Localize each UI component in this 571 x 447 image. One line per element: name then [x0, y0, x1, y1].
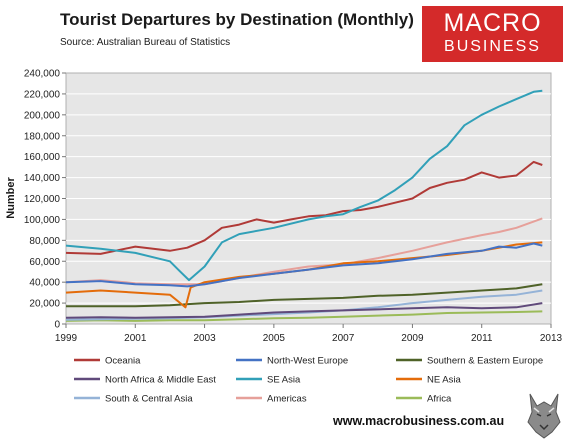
x-tick-label: 2007: [332, 333, 355, 344]
legend-label: Africa: [427, 394, 452, 405]
y-tick-label: 80,000: [29, 236, 60, 247]
wolf-logo-icon: [527, 393, 561, 439]
legend-label: Oceania: [105, 356, 141, 367]
legend-label: North Africa & Middle East: [105, 375, 216, 386]
y-tick-label: 140,000: [24, 173, 61, 184]
y-axis-label: Number: [5, 177, 17, 219]
legend-label: NE Asia: [427, 375, 462, 386]
legend-label: South & Central Asia: [105, 394, 193, 405]
y-tick-label: 220,000: [24, 89, 61, 100]
gridlines: [66, 93, 551, 304]
x-tick-label: 2011: [471, 333, 493, 344]
y-tick-label: 180,000: [24, 131, 61, 142]
series-line-southern-eastern-europe: [66, 283, 543, 308]
x-tick-label: 2003: [193, 333, 216, 344]
y-tick-label: 0: [54, 320, 60, 331]
series-line-north-west-europe: [65, 242, 543, 288]
chart-title: Tourist Departures by Destination (Month…: [60, 10, 414, 29]
x-tick-label: 1999: [55, 333, 78, 344]
y-tick-label: 240,000: [24, 69, 61, 80]
series-line-oceania: [65, 160, 543, 255]
macrobusiness-logo: MACRO BUSINESS: [422, 6, 563, 62]
series-lines: [65, 89, 543, 322]
y-tick-label: 40,000: [29, 278, 60, 289]
x-tick-label: 2013: [540, 333, 563, 344]
legend-label: North-West Europe: [267, 356, 348, 367]
x-tick-label: 2001: [124, 333, 147, 344]
y-tick-label: 200,000: [24, 110, 61, 121]
series-line-south-central-asia: [65, 289, 543, 321]
y-tick-label: 100,000: [24, 215, 61, 226]
y-axis-ticks: 0 20,000 40,000 60,000 80,000 100,000 120,000 1…: [24, 69, 66, 331]
x-tick-label: 2009: [401, 333, 424, 344]
legend-label: Americas: [267, 394, 307, 405]
series-line-africa: [65, 310, 543, 322]
legend-label: SE Asia: [267, 375, 301, 386]
footer-url: www.macrobusiness.com.au: [333, 414, 505, 428]
chart-subtitle: Source: Australian Bureau of Statistics: [60, 37, 231, 48]
legend-label: Southern & Eastern Europe: [427, 356, 543, 367]
y-tick-label: 160,000: [24, 152, 61, 163]
series-line-se-asia: [65, 89, 543, 282]
x-axis-ticks: 1999 2001 2003 2005 2007 2009 2011 2013: [55, 324, 563, 344]
y-tick-label: 120,000: [24, 194, 61, 205]
series-line-north-africa-middle-east: [65, 302, 543, 319]
logo-line-1: MACRO: [443, 9, 542, 37]
legend: Oceania North-West Europe Southern & Easte…: [74, 356, 543, 405]
x-tick-label: 2005: [263, 333, 286, 344]
y-tick-label: 20,000: [29, 299, 60, 310]
y-tick-label: 60,000: [29, 257, 60, 268]
logo-line-2: BUSINESS: [444, 38, 541, 55]
